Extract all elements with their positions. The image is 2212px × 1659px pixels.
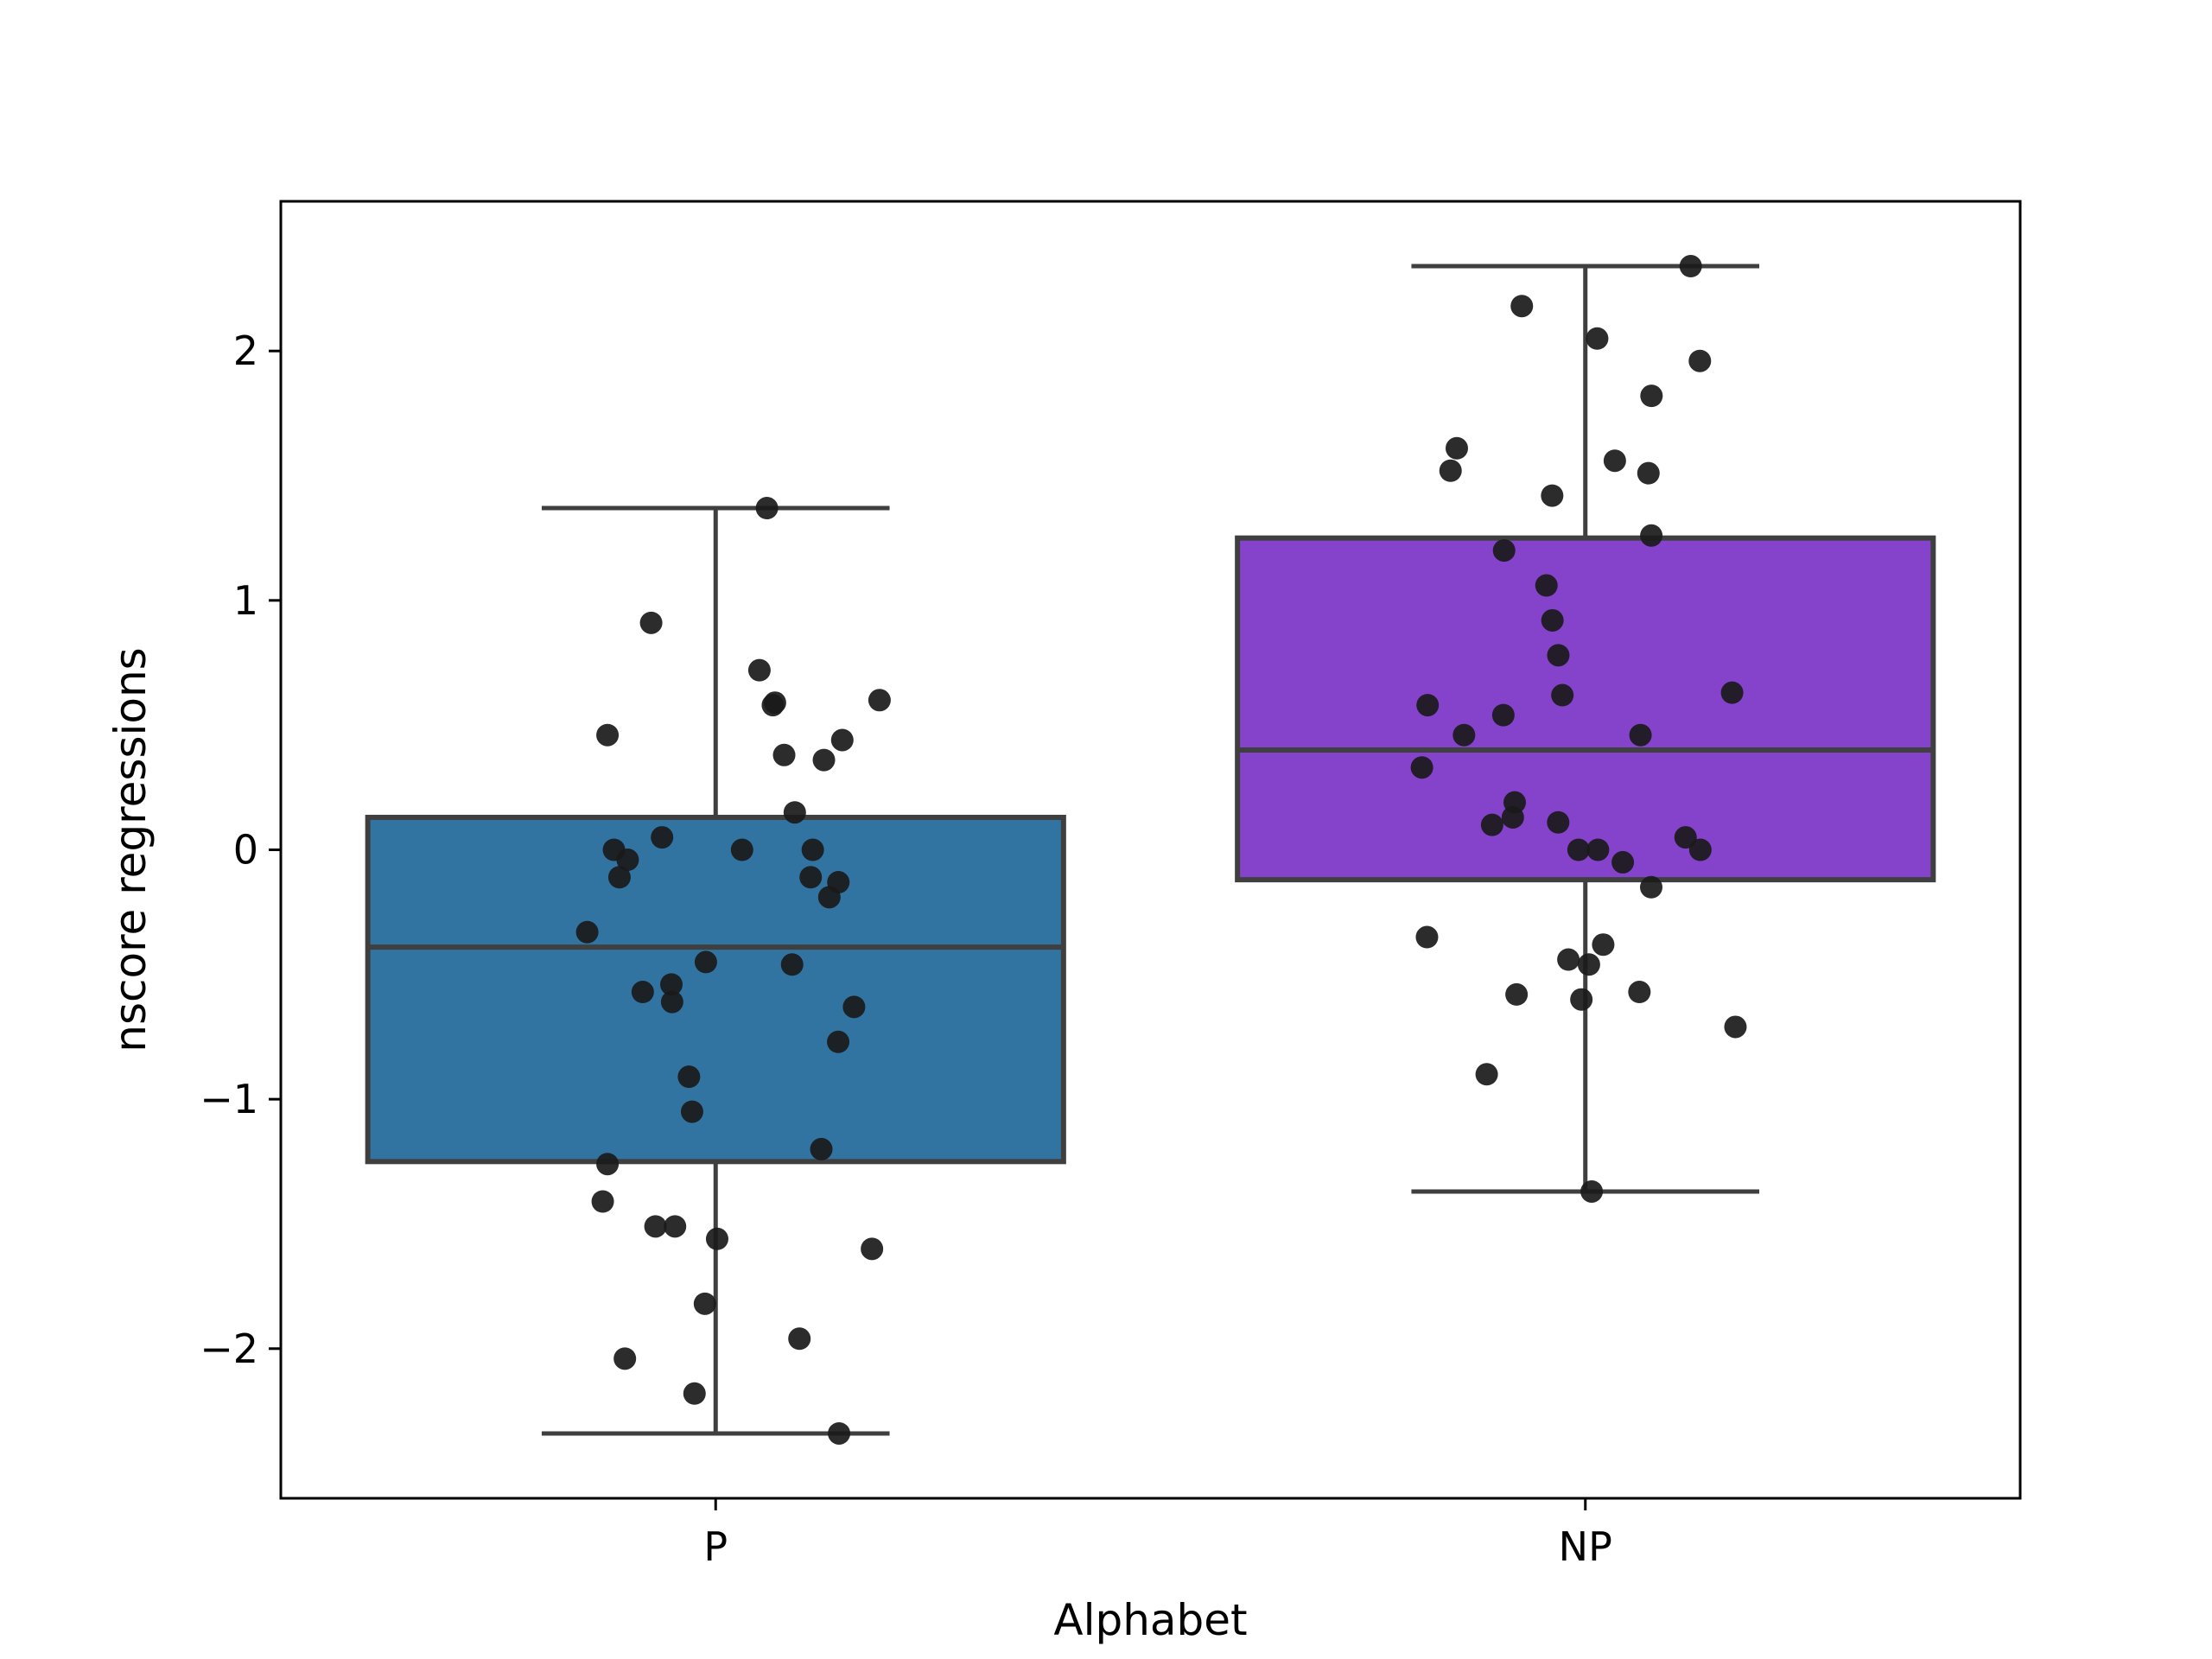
- data-point-np: [1541, 484, 1564, 507]
- data-point-np: [1439, 459, 1462, 482]
- data-point-np: [1629, 723, 1652, 747]
- data-point-np: [1586, 838, 1610, 861]
- data-point-np: [1492, 539, 1516, 563]
- data-point-p: [761, 694, 785, 717]
- data-point-np: [1415, 925, 1439, 949]
- x-tick-label-np: NP: [1559, 1523, 1612, 1570]
- data-point-np: [1535, 574, 1558, 597]
- data-point-p: [799, 866, 823, 889]
- data-point-np: [1501, 805, 1524, 829]
- data-point-np: [1491, 703, 1515, 727]
- data-point-np: [1611, 850, 1635, 874]
- y-tick-label: −1: [200, 1076, 258, 1122]
- data-point-np: [1688, 838, 1712, 861]
- data-point-np: [1592, 933, 1615, 957]
- data-point-p: [755, 497, 779, 520]
- data-point-np: [1452, 723, 1476, 747]
- data-point-np: [1475, 1063, 1498, 1086]
- data-point-p: [801, 838, 824, 861]
- data-point-p: [639, 611, 663, 634]
- data-point-p: [607, 866, 631, 889]
- boxes-layer: [365, 264, 1936, 1436]
- data-point-p: [596, 1153, 620, 1176]
- data-point-np: [1510, 295, 1534, 318]
- data-point-np: [1640, 385, 1663, 408]
- data-point-np: [1640, 875, 1663, 899]
- y-tick-label: −2: [200, 1325, 258, 1372]
- data-point-p: [817, 886, 841, 909]
- data-point-p: [828, 1421, 851, 1445]
- points-layer: [575, 255, 1747, 1445]
- data-point-np: [1480, 813, 1503, 836]
- data-point-p: [651, 826, 674, 849]
- data-point-np: [1445, 436, 1468, 460]
- data-point-p: [780, 953, 804, 976]
- data-point-np: [1679, 255, 1702, 278]
- data-point-p: [788, 1327, 811, 1351]
- data-point-p: [591, 1190, 614, 1213]
- data-point-p: [613, 1347, 637, 1370]
- data-point-p: [631, 981, 654, 1004]
- data-point-p: [616, 849, 639, 872]
- y-axis: −2 −1 0 1 2: [200, 327, 281, 1372]
- data-point-p: [575, 920, 599, 944]
- data-point-p: [861, 1237, 884, 1261]
- data-point-p: [868, 689, 891, 712]
- data-point-p: [683, 1382, 706, 1405]
- y-tick-label: 1: [233, 577, 258, 624]
- data-point-np: [1674, 826, 1697, 849]
- data-point-np: [1724, 1015, 1747, 1039]
- data-point-p: [660, 990, 683, 1014]
- data-point-np: [1570, 988, 1593, 1011]
- data-point-np: [1603, 449, 1626, 473]
- y-axis-label: nscore regressions: [105, 647, 156, 1052]
- x-axis: P NP: [703, 1498, 1612, 1570]
- data-point-np: [1547, 810, 1570, 834]
- data-point-p: [680, 1100, 703, 1123]
- data-point-np: [1640, 524, 1663, 547]
- data-point-np: [1505, 982, 1529, 1006]
- data-point-p: [747, 658, 771, 682]
- data-point-p: [772, 743, 796, 766]
- data-point-np: [1410, 756, 1433, 779]
- x-axis-label: Alphabet: [1053, 1595, 1247, 1645]
- data-point-np: [1688, 349, 1712, 372]
- data-point-np: [1567, 838, 1590, 861]
- data-point-np: [1541, 608, 1564, 632]
- data-point-p: [644, 1215, 667, 1238]
- data-point-np: [1416, 694, 1440, 717]
- data-point-p: [730, 838, 753, 861]
- data-point-np: [1547, 644, 1570, 667]
- y-tick-label: 2: [233, 327, 258, 374]
- box-body-p: [365, 814, 1066, 1165]
- box-np: [1235, 264, 1936, 1194]
- data-point-np: [1637, 461, 1660, 485]
- data-point-np: [1577, 953, 1600, 976]
- data-point-p: [596, 723, 620, 747]
- data-point-p: [842, 995, 866, 1019]
- box-p: [365, 505, 1066, 1436]
- data-point-p: [705, 1227, 728, 1250]
- data-point-p: [812, 748, 836, 772]
- data-point-p: [827, 1030, 850, 1053]
- data-point-np: [1628, 981, 1651, 1004]
- data-point-p: [660, 973, 683, 996]
- data-point-np: [1720, 681, 1744, 704]
- data-point-p: [693, 1292, 716, 1315]
- data-point-p: [783, 801, 806, 824]
- y-tick-label: 0: [233, 827, 258, 874]
- data-point-np: [1580, 1179, 1604, 1203]
- data-point-np: [1557, 948, 1580, 971]
- data-point-p: [810, 1137, 833, 1160]
- data-point-np: [1551, 683, 1574, 707]
- data-point-p: [694, 950, 717, 974]
- data-point-p: [677, 1065, 701, 1089]
- data-point-p: [830, 728, 854, 752]
- data-point-p: [664, 1215, 687, 1238]
- x-tick-label-p: P: [703, 1523, 728, 1570]
- box-body-np: [1235, 535, 1936, 883]
- data-point-np: [1586, 327, 1609, 350]
